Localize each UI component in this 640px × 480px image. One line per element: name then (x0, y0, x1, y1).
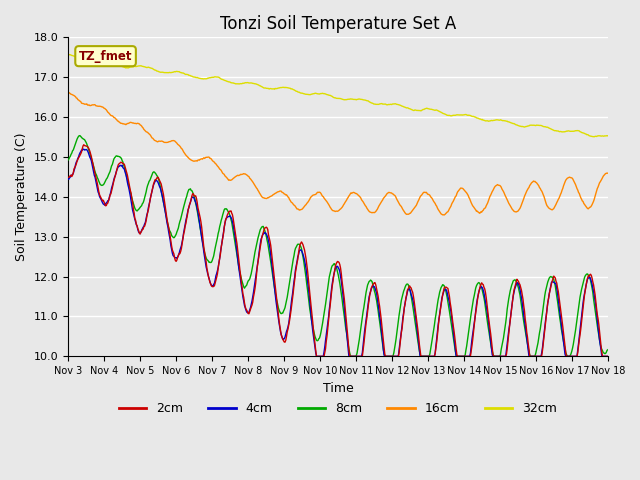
Legend: 2cm, 4cm, 8cm, 16cm, 32cm: 2cm, 4cm, 8cm, 16cm, 32cm (114, 397, 562, 420)
X-axis label: Time: Time (323, 382, 353, 395)
Title: Tonzi Soil Temperature Set A: Tonzi Soil Temperature Set A (220, 15, 456, 33)
Y-axis label: Soil Temperature (C): Soil Temperature (C) (15, 132, 28, 261)
Text: TZ_fmet: TZ_fmet (79, 49, 132, 63)
